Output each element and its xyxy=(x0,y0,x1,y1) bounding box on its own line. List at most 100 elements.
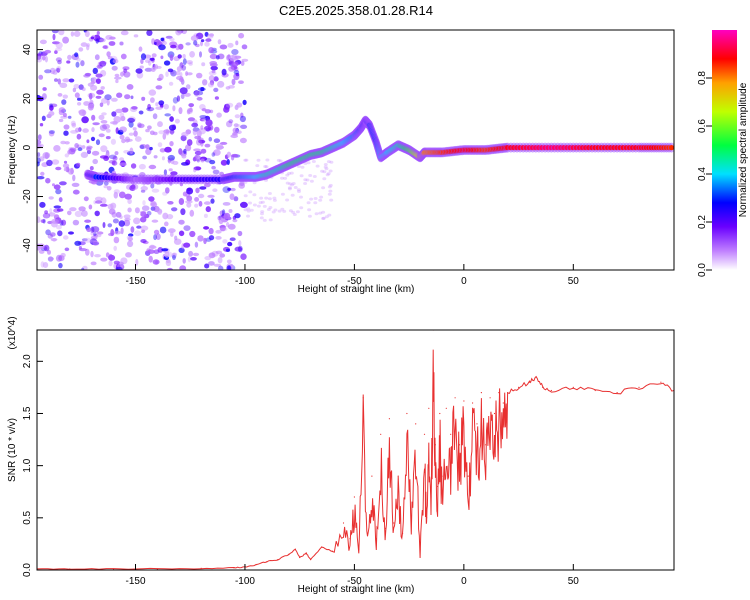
noise-speckle xyxy=(114,76,122,80)
noise-speckle xyxy=(123,71,131,78)
y-tick-label: 1.0 xyxy=(22,458,33,472)
noise-speckle xyxy=(141,229,146,233)
x-tick-label: -100 xyxy=(235,576,255,587)
noise-speckle xyxy=(95,139,101,146)
noise-speckle xyxy=(63,160,68,164)
noise-speckle xyxy=(81,210,88,217)
noise-speckle xyxy=(303,178,308,182)
snr-point xyxy=(489,397,491,399)
noise-speckle xyxy=(240,124,248,129)
noise-speckle xyxy=(289,171,294,175)
noise-speckle xyxy=(118,220,126,227)
noise-speckle xyxy=(37,161,40,167)
noise-speckle xyxy=(62,112,67,118)
noise-speckle xyxy=(77,102,82,106)
noise-speckle xyxy=(172,105,176,112)
noise-speckle xyxy=(221,68,227,76)
noise-speckle xyxy=(229,55,236,61)
noise-speckle xyxy=(83,74,91,78)
noise-speckle xyxy=(216,112,222,118)
noise-speckle xyxy=(314,212,319,216)
noise-speckle xyxy=(303,182,308,185)
noise-speckle xyxy=(44,210,48,215)
noise-speckle xyxy=(124,136,130,143)
noise-speckle xyxy=(58,118,64,123)
noise-speckle xyxy=(100,120,108,124)
noise-speckle xyxy=(194,241,199,248)
snr-point xyxy=(419,548,421,550)
noise-speckle xyxy=(130,95,134,100)
snr-point xyxy=(397,475,399,477)
noise-speckle xyxy=(71,182,80,187)
noise-speckle xyxy=(95,200,103,204)
noise-speckle xyxy=(94,54,100,61)
noise-speckle xyxy=(186,187,194,195)
noise-speckle xyxy=(283,176,288,180)
noise-speckle xyxy=(55,225,62,230)
noise-speckle xyxy=(67,149,72,155)
noise-speckle xyxy=(70,31,75,37)
noise-speckle xyxy=(182,258,186,264)
noise-speckle xyxy=(178,230,185,237)
noise-speckle xyxy=(185,200,193,204)
noise-speckle xyxy=(193,166,202,171)
noise-speckle xyxy=(51,218,59,224)
noise-speckle xyxy=(62,36,69,44)
noise-speckle xyxy=(232,127,239,134)
noise-speckle xyxy=(150,97,155,103)
noise-speckle xyxy=(112,58,119,64)
snr-panel: -150 -100 -50 0 50 0.0 0.5 1.0 1.5 2.0 Height of … xyxy=(7,316,675,595)
noise-speckle xyxy=(120,30,129,36)
noise-speckle xyxy=(178,107,183,115)
noise-speckle xyxy=(165,187,170,194)
noise-speckle xyxy=(200,125,204,130)
noise-speckle xyxy=(46,159,53,167)
noise-speckle xyxy=(137,123,145,129)
snr-point xyxy=(528,381,531,383)
noise-speckle xyxy=(327,213,332,217)
noise-speckle xyxy=(44,49,52,54)
colorbar-tick-label: 0.2 xyxy=(697,215,708,229)
noise-speckle xyxy=(39,201,46,208)
noise-speckle xyxy=(124,220,130,224)
noise-speckle xyxy=(111,65,118,71)
x-tick-label: 50 xyxy=(568,576,580,587)
noise-speckle xyxy=(193,40,198,46)
noise-speckle xyxy=(205,119,213,127)
noise-speckle xyxy=(322,170,327,174)
noise-speckle xyxy=(148,245,157,250)
noise-speckle xyxy=(37,53,42,60)
noise-speckle xyxy=(115,79,119,84)
noise-speckle xyxy=(157,121,163,128)
noise-speckle xyxy=(42,262,49,268)
noise-speckle xyxy=(62,163,70,169)
noise-speckle xyxy=(321,216,326,220)
noise-speckle xyxy=(71,122,77,128)
snr-point xyxy=(362,397,364,399)
noise-speckle xyxy=(196,72,203,79)
noise-speckle xyxy=(145,128,150,133)
noise-speckle xyxy=(68,78,75,83)
noise-speckle xyxy=(91,114,96,121)
noise-speckle xyxy=(175,30,182,36)
noise-speckle xyxy=(232,219,238,223)
noise-speckle xyxy=(306,201,311,205)
noise-speckle xyxy=(235,72,240,77)
noise-speckle xyxy=(160,55,164,60)
noise-speckle xyxy=(113,116,122,123)
noise-speckle xyxy=(96,231,104,235)
noise-speckle xyxy=(53,145,61,152)
noise-speckle xyxy=(230,187,236,192)
noise-speckle xyxy=(234,55,242,59)
noise-speckle xyxy=(108,41,116,46)
x-tick-label: -150 xyxy=(125,576,145,587)
noise-speckle xyxy=(193,148,201,152)
noise-speckle xyxy=(198,193,205,199)
snr-point xyxy=(266,561,268,563)
noise-speckle xyxy=(42,55,46,61)
noise-speckle xyxy=(88,93,93,100)
noise-speckle xyxy=(82,128,89,133)
noise-speckle xyxy=(51,159,60,165)
noise-speckle xyxy=(195,187,200,194)
noise-speckle xyxy=(152,259,160,265)
